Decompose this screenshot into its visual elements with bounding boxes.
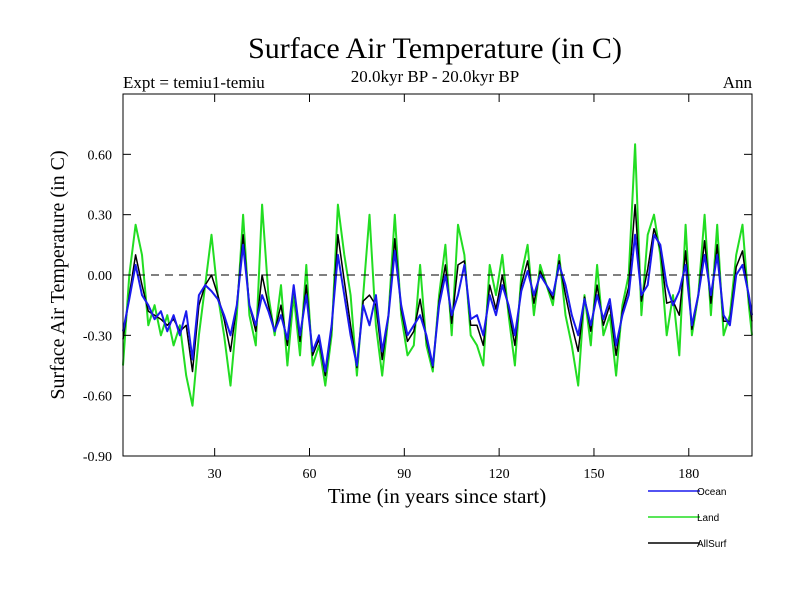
chart-title: Surface Air Temperature (in C) xyxy=(248,32,622,65)
x-tick-label: 120 xyxy=(489,467,510,482)
series-line-ocean xyxy=(122,233,753,373)
series-layer xyxy=(122,143,753,407)
legend: Ocean Land AllSurf xyxy=(648,487,727,550)
legend-label-ocean: Ocean xyxy=(697,487,726,498)
x-tick-label: 90 xyxy=(397,467,411,482)
legend-label-allsurf: AllSurf xyxy=(697,539,727,550)
y-tick-label: 0.30 xyxy=(88,209,113,224)
x-tick-label: 150 xyxy=(583,467,604,482)
x-tick-label: 30 xyxy=(208,467,222,482)
y-tick-label: -0.60 xyxy=(83,390,112,405)
x-tick-label: 60 xyxy=(302,467,316,482)
chart-subtitle-left: Expt = temiu1-temiu xyxy=(123,73,265,92)
y-axis-label: Surface Air Temperature (in C) xyxy=(47,150,69,399)
x-tick-label: 180 xyxy=(678,467,699,482)
y-tick-label: -0.90 xyxy=(83,450,112,465)
chart-subtitle-center: 20.0kyr BP - 20.0kyr BP xyxy=(351,67,519,86)
y-tick-label: 0.00 xyxy=(88,269,113,284)
legend-label-land: Land xyxy=(697,513,719,524)
chart-subtitle-right: Ann xyxy=(723,73,753,92)
y-tick-label: 0.60 xyxy=(88,148,113,163)
x-axis-label: Time (in years since start) xyxy=(328,484,547,508)
axis-layer: 30 60 90 120 150 180 -0.90 -0.60 -0.30 0.00 0.30 0.… xyxy=(83,94,752,482)
y-tick-label: -0.30 xyxy=(83,329,112,344)
series-line-land xyxy=(122,143,753,407)
